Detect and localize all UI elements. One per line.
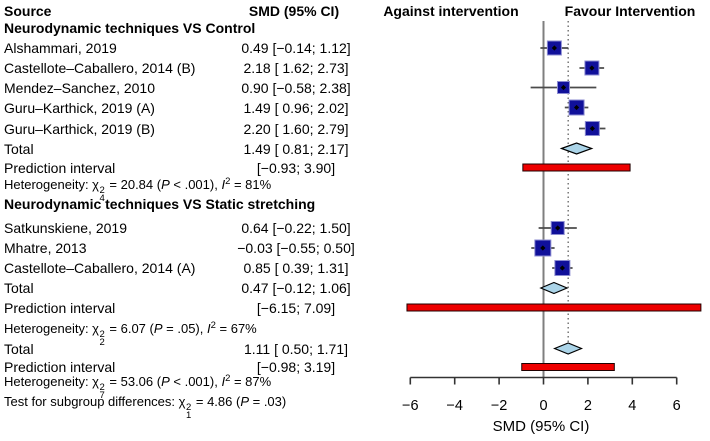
- total-smd-value: 0.47 [−0.12; 1.06]: [241, 280, 351, 296]
- point-estimate-marker: [540, 245, 546, 251]
- study-label: Alshammari, 2019: [4, 40, 117, 56]
- study-smd-value: 0.90 [−0.58; 2.38]: [241, 79, 351, 96]
- point-estimate-marker: [559, 265, 565, 271]
- prediction-interval-bar: [406, 303, 702, 312]
- x-axis-tick-label: 6: [673, 398, 681, 414]
- total-smd-value: 1.49 [ 0.81; 2.17]: [243, 140, 349, 157]
- x-axis-tick-label: 0: [539, 398, 547, 414]
- against-intervention-header: Against intervention: [383, 3, 519, 19]
- prediction-interval-bar: [522, 163, 631, 172]
- total-label: Total: [4, 280, 34, 296]
- point-estimate-marker: [551, 45, 557, 51]
- pooled-diamond: [539, 281, 569, 295]
- point-estimate-marker: [589, 65, 595, 71]
- point-estimate-marker: [555, 225, 561, 231]
- x-axis-tick-label: −6: [402, 398, 419, 414]
- x-axis-tick-label: 2: [584, 398, 592, 414]
- pooled-diamond: [559, 142, 594, 155]
- study-smd-value: 0.85 [ 0.39; 1.31]: [243, 260, 349, 276]
- x-axis-title: SMD (95% CI): [493, 418, 590, 435]
- smd-column-header: SMD (95% CI): [248, 3, 340, 19]
- study-smd-value: 1.49 [ 0.96; 2.02]: [243, 99, 349, 116]
- x-axis-tick-label: −2: [491, 398, 508, 414]
- prediction-label: Prediction interval: [4, 299, 116, 316]
- favour-intervention-header: Favour Intervention: [564, 3, 696, 19]
- prediction-smd-value: [−6.15; 7.09]: [256, 299, 336, 316]
- study-smd-value: 2.18 [ 1.62; 2.73]: [243, 60, 349, 76]
- total-smd-value: 1.11 [ 0.50; 1.71]: [243, 340, 349, 357]
- study-label: Mendez–Sanchez, 2010: [4, 79, 155, 96]
- source-column-header: Source: [4, 3, 52, 19]
- study-label: Castellote–Caballero, 2014 (A): [4, 260, 196, 276]
- study-label: Castellote–Caballero, 2014 (B): [4, 60, 196, 76]
- group-header-label: Neurodynamic techniques VS Static stretc…: [4, 196, 316, 212]
- point-estimate-marker: [573, 104, 580, 111]
- study-label: Satkunskiene, 2019: [4, 220, 127, 236]
- point-estimate-marker: [560, 84, 567, 91]
- total-label: Total: [4, 340, 34, 357]
- pooled-diamond: [553, 342, 584, 355]
- prediction-smd-value: [−0.98; 3.19]: [256, 359, 336, 375]
- study-smd-value: −0.03 [−0.55; 0.50]: [237, 240, 355, 256]
- point-estimate-marker: [589, 125, 595, 132]
- prediction-interval-bar: [521, 363, 615, 371]
- study-label: Mhatre, 2013: [4, 240, 87, 256]
- study-smd-value: 2.20 [ 1.60; 2.79]: [243, 120, 349, 137]
- study-label: Guru–Karthick, 2019 (A): [4, 99, 155, 116]
- study-label: Guru–Karthick, 2019 (B): [4, 120, 155, 137]
- group-header-label: Neurodynamic techniques VS Control: [4, 19, 256, 36]
- study-smd-value: 0.49 [−0.14; 1.12]: [241, 40, 351, 56]
- x-axis-tick-label: 4: [628, 398, 636, 414]
- total-label: Total: [4, 140, 34, 157]
- prediction-label: Prediction interval: [4, 359, 116, 375]
- prediction-label: Prediction interval: [4, 159, 116, 176]
- study-smd-value: 0.64 [−0.22; 1.50]: [241, 220, 351, 236]
- x-axis-tick-label: −4: [446, 398, 463, 414]
- prediction-smd-value: [−0.93; 3.90]: [256, 159, 336, 176]
